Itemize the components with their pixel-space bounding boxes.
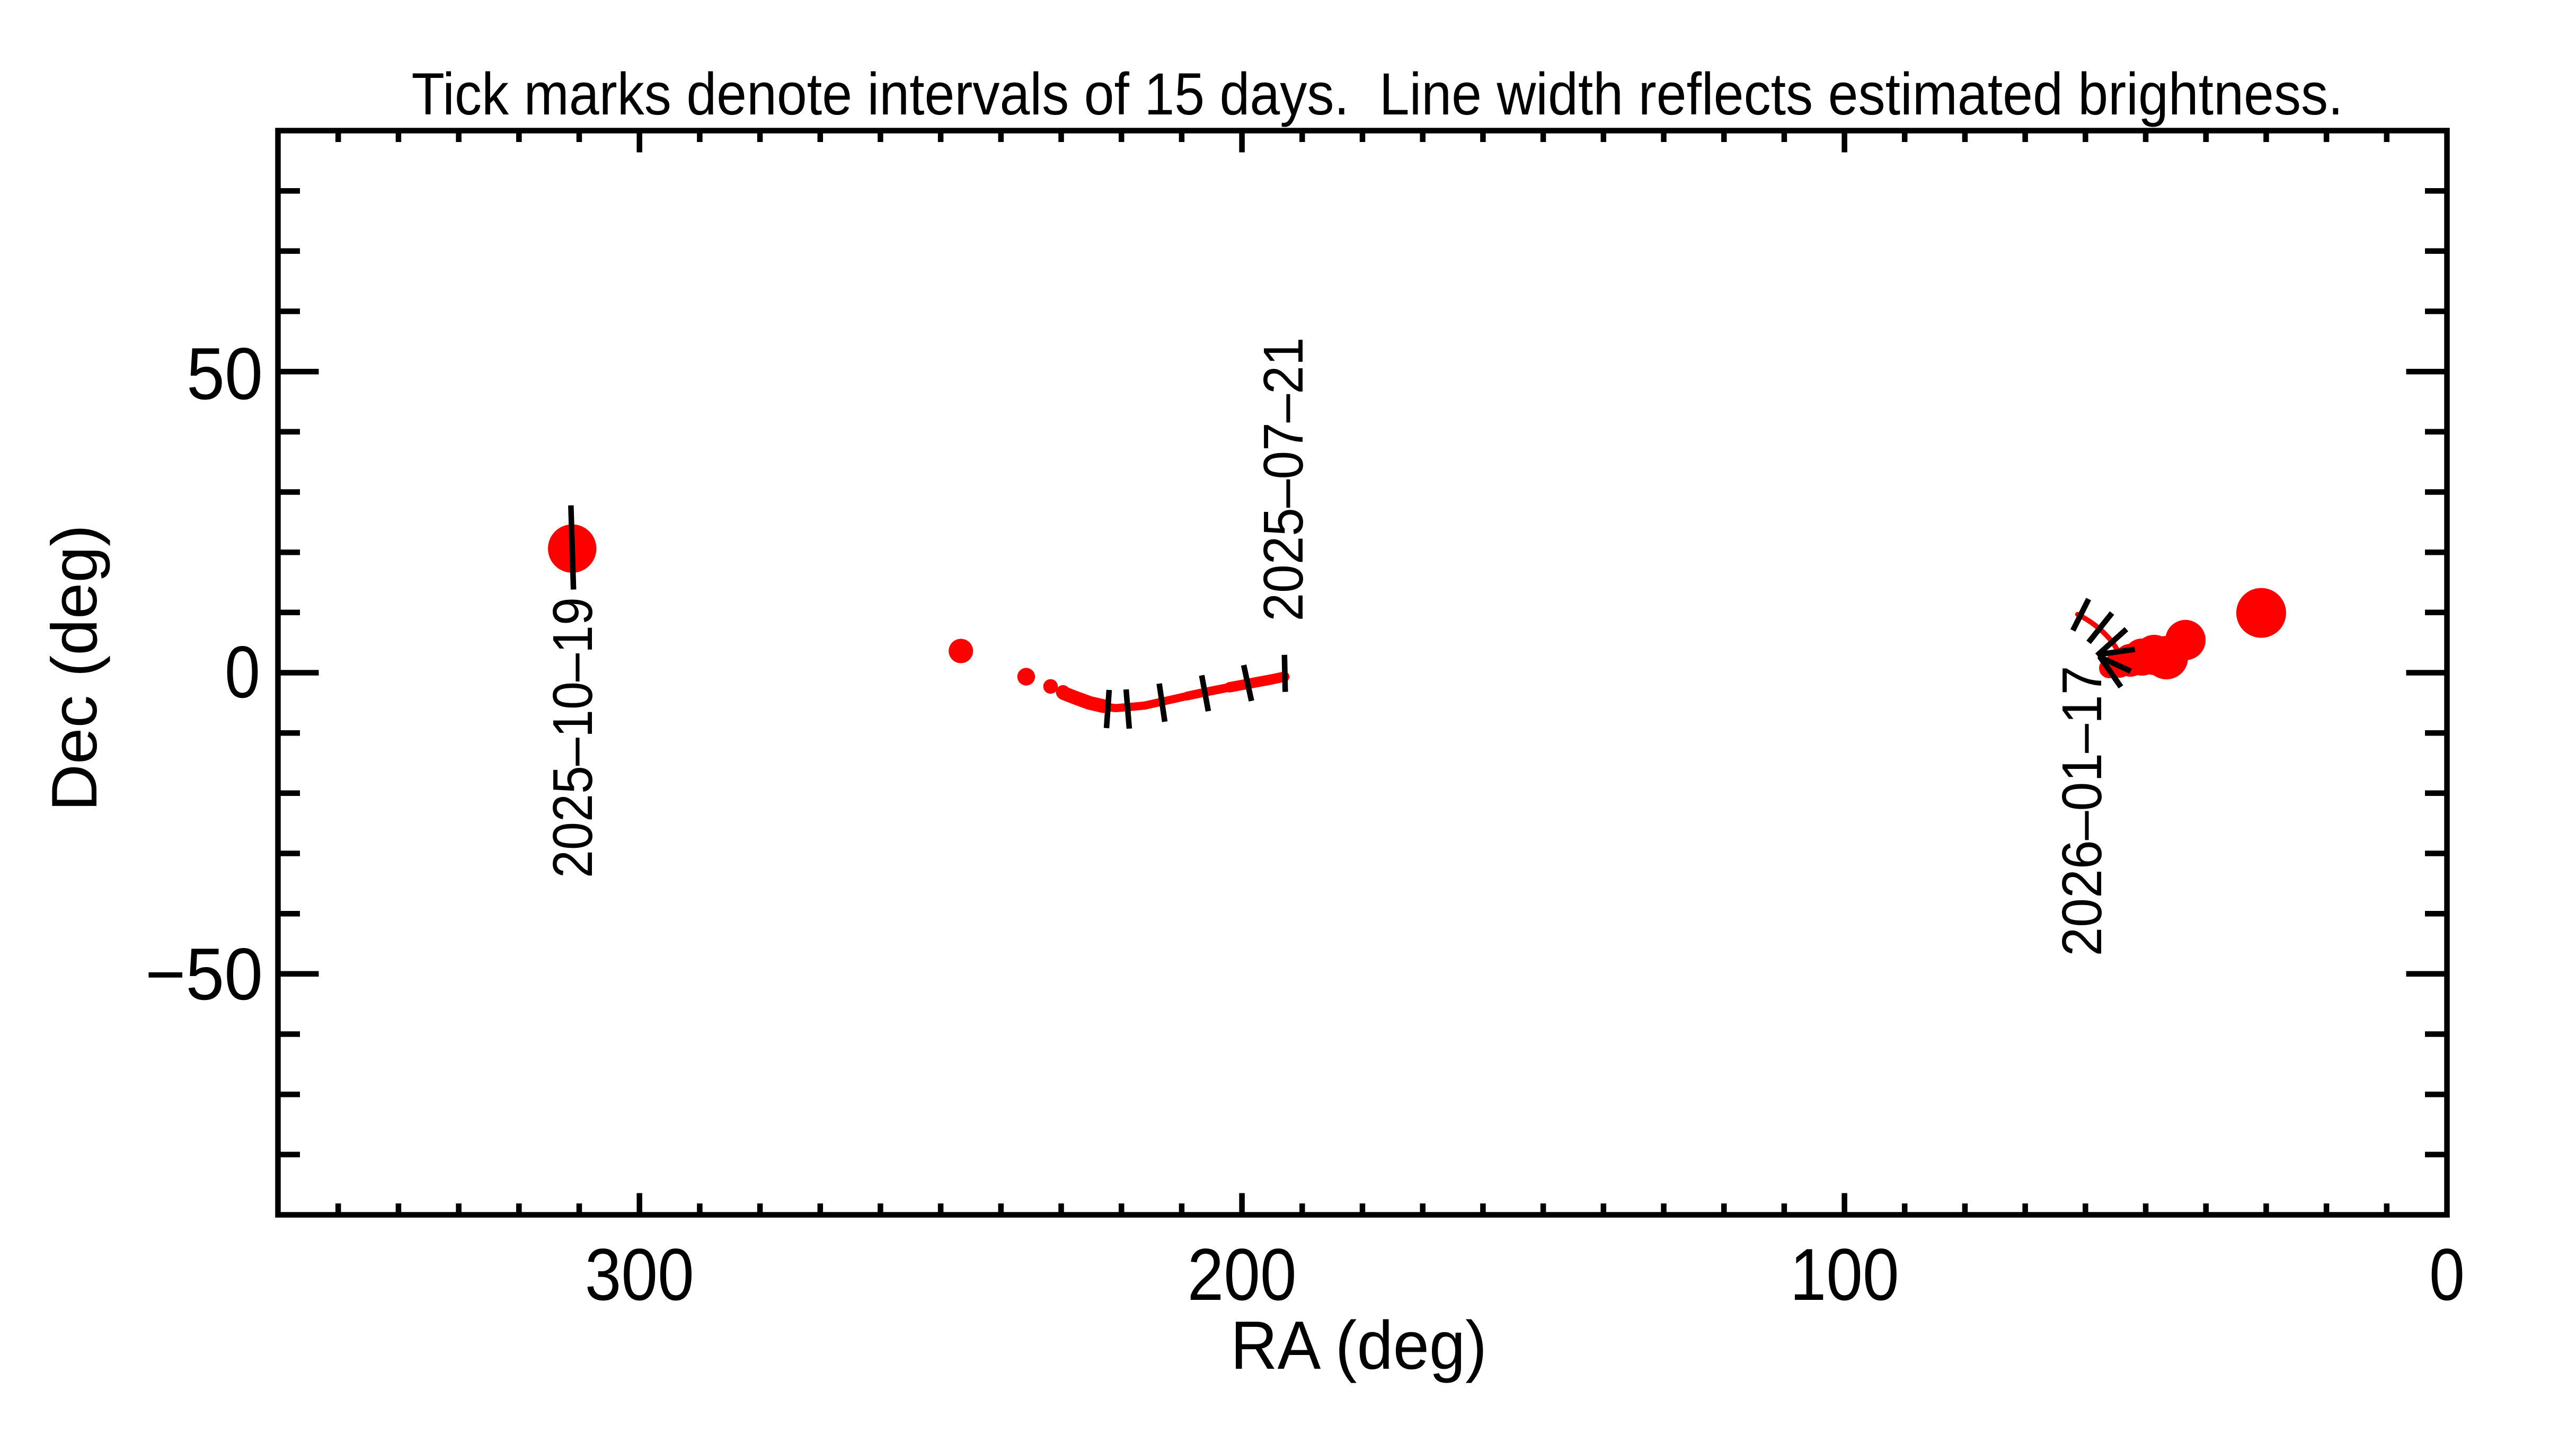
- svg-text:0: 0: [225, 631, 260, 713]
- svg-text:Tick marks denote intervals of: Tick marks denote intervals of 15 days. …: [412, 61, 2343, 127]
- svg-text:0: 0: [2429, 1234, 2465, 1316]
- svg-text:−50: −50: [145, 933, 263, 1015]
- svg-text:100: 100: [1790, 1234, 1899, 1316]
- svg-text:300: 300: [585, 1234, 694, 1316]
- svg-text:2025–07–21: 2025–07–21: [1252, 338, 1315, 622]
- svg-text:2025–10–19: 2025–10–19: [542, 597, 604, 878]
- svg-text:50: 50: [187, 333, 263, 415]
- svg-text:2026–01–17: 2026–01–17: [2051, 666, 2113, 956]
- svg-text:Dec (deg): Dec (deg): [38, 525, 110, 811]
- svg-text:200: 200: [1188, 1234, 1297, 1316]
- svg-text:RA (deg): RA (deg): [1231, 1307, 1487, 1384]
